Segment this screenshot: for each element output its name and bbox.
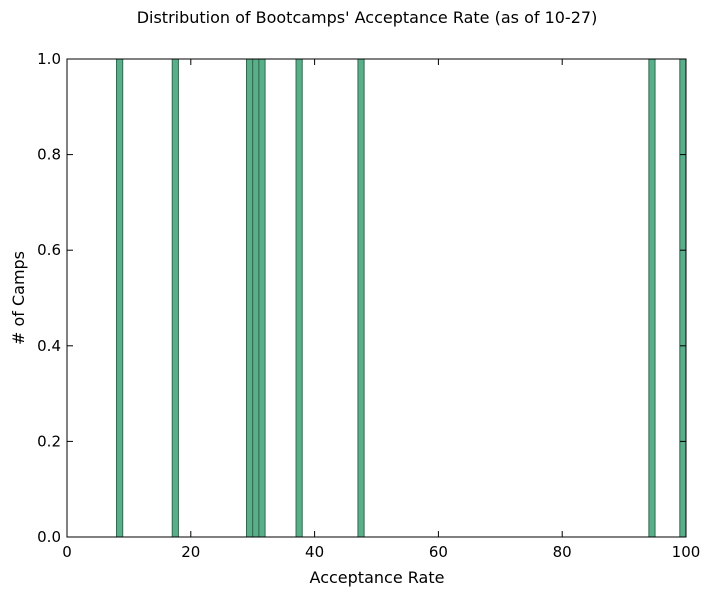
x-tick-label-5: 100: [672, 543, 701, 561]
histogram-bar-4: [258, 58, 266, 538]
y-tick-label-5: 1.0: [37, 50, 61, 68]
x-tick-label-3: 60: [429, 543, 448, 561]
bars-layer: [116, 58, 687, 538]
ticks-layer: 0 20 40 60 80 100 0.0 0.2 0.4 0.6 0.8 1.0: [37, 50, 700, 561]
histogram-bar-7: [648, 58, 656, 538]
y-axis-label: # of Camps: [9, 251, 28, 345]
plot-area-frame: [66, 58, 687, 538]
histogram-bar-5: [295, 58, 303, 538]
chart-title: Distribution of Bootcamps' Acceptance Ra…: [137, 8, 598, 27]
x-tick-label-0: 0: [62, 543, 72, 561]
histogram-bar-1: [171, 58, 179, 538]
histogram-bar-3: [252, 58, 260, 538]
y-tick-label-4: 0.8: [37, 146, 61, 164]
y-tick-label-0: 0.0: [37, 528, 61, 546]
histogram-bar-6: [357, 58, 365, 538]
y-tick-label-3: 0.6: [37, 241, 61, 259]
histogram-bar-2: [246, 58, 254, 538]
x-tick-label-2: 40: [305, 543, 324, 561]
x-tick-label-1: 20: [181, 543, 200, 561]
y-tick-label-2: 0.4: [37, 337, 61, 355]
histogram-bar-8: [679, 58, 687, 538]
histogram-bar-0: [116, 58, 124, 538]
x-tick-label-4: 80: [553, 543, 572, 561]
y-tick-label-1: 0.2: [37, 432, 61, 450]
x-axis-label: Acceptance Rate: [310, 568, 445, 587]
